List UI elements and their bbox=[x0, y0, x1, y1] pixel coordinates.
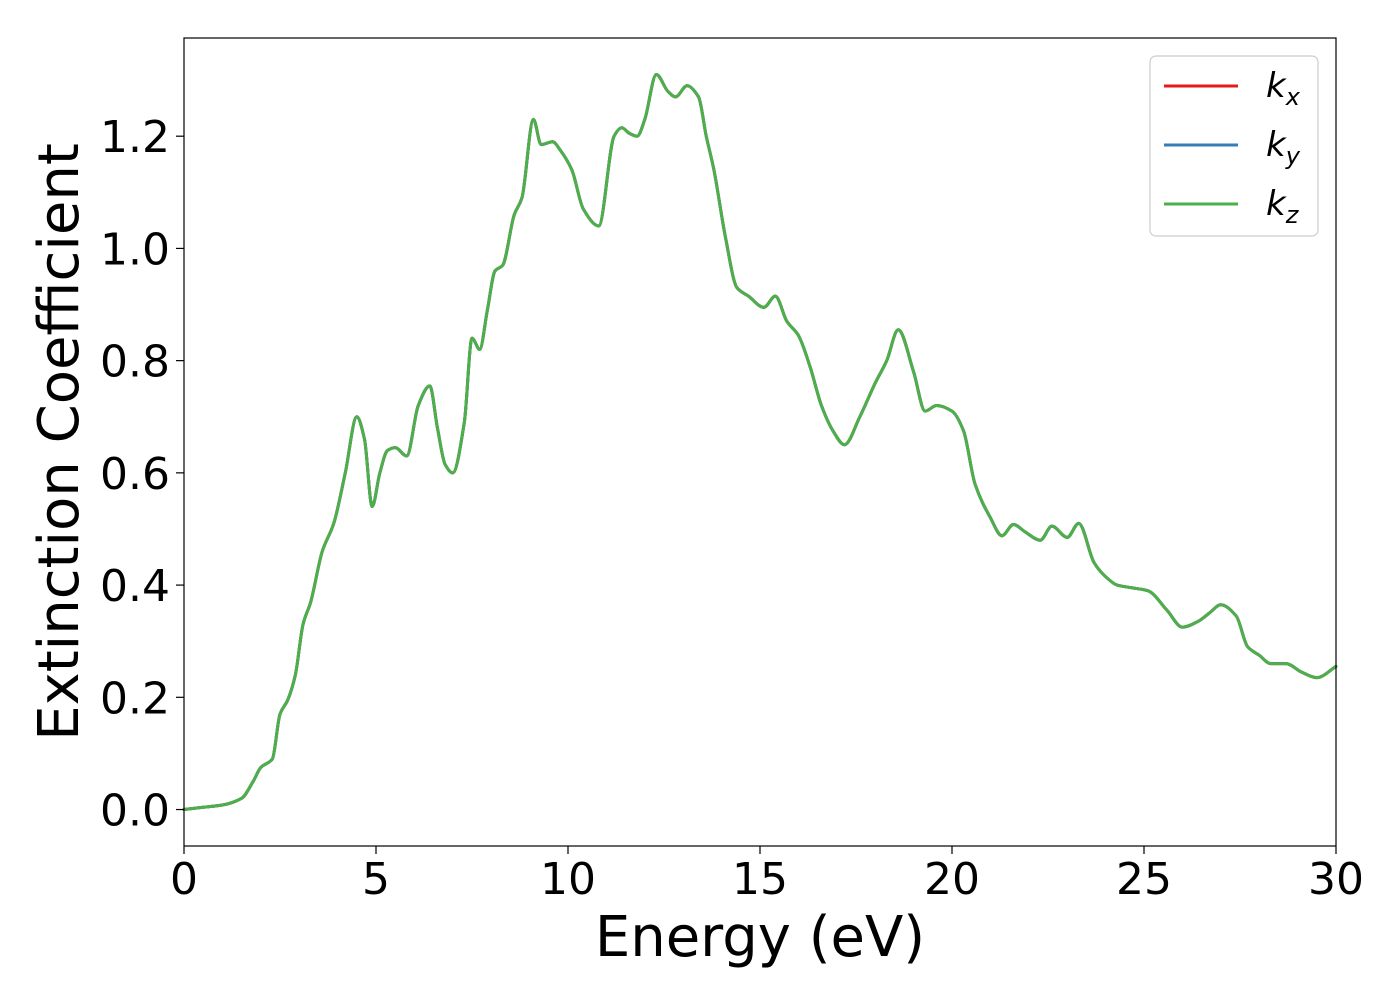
x-tick-label: 10 bbox=[540, 854, 596, 905]
y-tick-label: 0.2 bbox=[100, 673, 170, 724]
y-tick-label: 0.0 bbox=[100, 786, 170, 837]
series-line-kz bbox=[182, 72, 1338, 812]
x-tick-label: 0 bbox=[170, 854, 198, 905]
y-tick-label: 0.8 bbox=[100, 337, 170, 388]
y-axis-title: Extinction Coefficient bbox=[27, 143, 92, 741]
series-layer bbox=[182, 72, 1338, 812]
x-tick-label: 25 bbox=[1116, 854, 1172, 905]
y-axis: 0.0 0.2 0.4 0.6 0.8 1.0 1.2 bbox=[100, 112, 184, 837]
y-tick-label: 0.6 bbox=[100, 449, 170, 500]
y-tick-label: 0.4 bbox=[100, 561, 170, 612]
x-tick-label: 15 bbox=[732, 854, 788, 905]
y-tick-label: 1.0 bbox=[100, 224, 170, 275]
x-axis: 0 5 10 15 20 25 30 bbox=[170, 846, 1364, 905]
x-tick-label: 30 bbox=[1308, 854, 1364, 905]
x-tick-label: 20 bbox=[924, 854, 980, 905]
y-tick-label: 1.2 bbox=[100, 112, 170, 163]
x-axis-title: Energy (eV) bbox=[595, 905, 925, 970]
x-tick-label: 5 bbox=[362, 854, 390, 905]
